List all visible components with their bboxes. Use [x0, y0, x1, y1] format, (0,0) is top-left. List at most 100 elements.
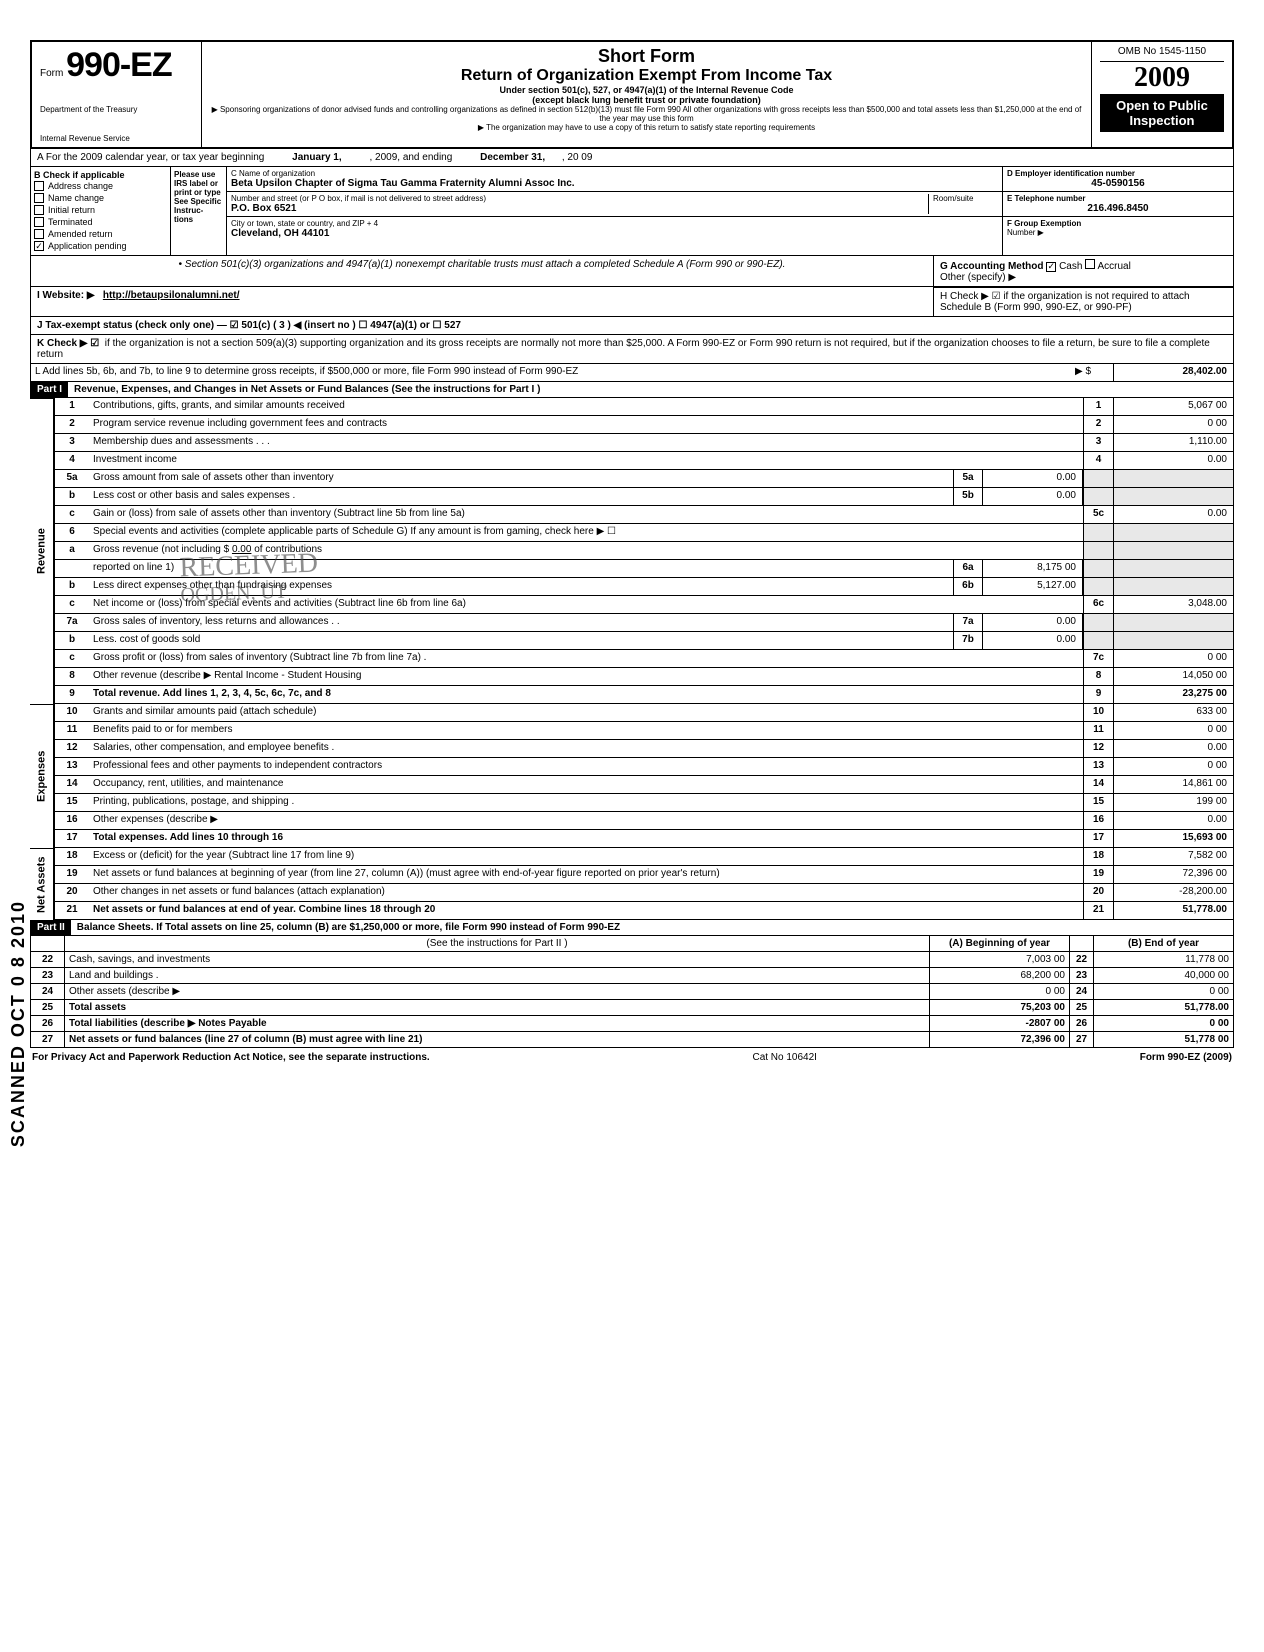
bs-23-a: 68,200 00	[930, 968, 1070, 984]
bs-23-text: Land and buildings .	[65, 968, 930, 984]
line-8-text: Other revenue (describe ▶ Rental Income …	[89, 668, 1083, 685]
col-b-header: (B) End of year	[1094, 936, 1234, 952]
footer-right: Form 990-EZ (2009)	[1140, 1052, 1232, 1063]
line-6a-mid: 0.00	[232, 544, 251, 555]
row-a: A For the 2009 calendar year, or tax yea…	[30, 149, 1234, 167]
attach-note: • Section 501(c)(3) organizations and 49…	[31, 256, 933, 286]
line-5c-text: Gain or (loss) from sale of assets other…	[89, 506, 1083, 523]
tax-year: 2009	[1100, 62, 1224, 94]
cb-label: Initial return	[48, 205, 95, 215]
fine-print-2: ▶ The organization may have to use a cop…	[210, 123, 1083, 132]
line-12-text: Salaries, other compensation, and employ…	[89, 740, 1083, 757]
attach-g-row: • Section 501(c)(3) organizations and 49…	[30, 256, 1234, 287]
line-3-val: 1,110.00	[1113, 434, 1233, 451]
row-a-end2: , 20 09	[562, 152, 593, 163]
line-6b-text: Less direct expenses other than fundrais…	[89, 578, 953, 595]
cb-label: Name change	[48, 193, 104, 203]
org-name: Beta Upsilon Chapter of Sigma Tau Gamma …	[231, 178, 998, 189]
line-6a-text: reported on line 1)	[89, 560, 953, 577]
line-1-val: 5,067 00	[1113, 398, 1233, 415]
c-label: C Name of organization	[231, 169, 998, 178]
line-4-text: Investment income	[89, 452, 1083, 469]
cb-initial-return[interactable]: Initial return	[34, 204, 167, 216]
form-number: 990-EZ	[66, 46, 172, 84]
line-4-val: 0.00	[1113, 452, 1233, 469]
bs-27-text: Net assets or fund balances (line 27 of …	[65, 1032, 930, 1048]
line-6a-post: of contributions	[254, 544, 322, 555]
open-to-public: Open to Public	[1104, 98, 1220, 113]
line-8-val: 14,050 00	[1113, 668, 1233, 685]
line-6a-val: 8,175 00	[983, 560, 1083, 577]
cb-label: Amended return	[48, 229, 113, 239]
k-row: K Check ▶ ☑ if the organization is not a…	[30, 335, 1234, 364]
cb-label: Terminated	[48, 217, 93, 227]
line-13-text: Professional fees and other payments to …	[89, 758, 1083, 775]
please-text: Please use IRS label or print or type Se…	[171, 167, 227, 255]
line-18-text: Excess or (deficit) for the year (Subtra…	[89, 848, 1083, 865]
line-7c-text: Gross profit or (loss) from sales of inv…	[89, 650, 1083, 667]
ein-value: 45-0590156	[1007, 178, 1229, 189]
part-i-desc: Revenue, Expenses, and Changes in Net As…	[68, 382, 1233, 397]
b-label: B Check if applicable	[34, 170, 167, 180]
footer-left: For Privacy Act and Paperwork Reduction …	[32, 1052, 430, 1063]
fine-print-1: ▶ Sponsoring organizations of donor advi…	[210, 105, 1083, 123]
balance-sheet-table: (See the instructions for Part II ) (A) …	[30, 936, 1234, 1048]
line-7a-val: 0.00	[983, 614, 1083, 631]
form-prefix: Form	[40, 68, 63, 79]
line-7b-val: 0.00	[983, 632, 1083, 649]
section-bcdef: B Check if applicable Address change Nam…	[30, 167, 1234, 256]
line-5b-val: 0.00	[983, 488, 1083, 505]
line-16-text: Other expenses (describe ▶	[89, 812, 1083, 829]
line-5c-val: 0.00	[1113, 506, 1233, 523]
website-value: http://betaupsilonalumni.net/	[103, 290, 240, 301]
line-9-text: Total revenue. Add lines 1, 2, 3, 4, 5c,…	[89, 686, 1083, 703]
bs-25-a: 75,203 00	[930, 1000, 1070, 1016]
part-ii-desc: Balance Sheets. If Total assets on line …	[71, 920, 1233, 935]
cb-cash[interactable]: ✓	[1046, 262, 1056, 272]
d-label: D Employer identification number	[1007, 169, 1229, 178]
cb-app-pending[interactable]: ✓Application pending	[34, 240, 167, 252]
bs-25-b: 51,778.00	[1094, 1000, 1234, 1016]
cb-terminated[interactable]: Terminated	[34, 216, 167, 228]
line-6b-val: 5,127.00	[983, 578, 1083, 595]
i-label: I Website: ▶	[37, 290, 95, 301]
line-14-text: Occupancy, rent, utilities, and maintena…	[89, 776, 1083, 793]
line-6c-val: 3,048.00	[1113, 596, 1233, 613]
bs-22-b: 11,778 00	[1094, 952, 1234, 968]
line-7b-text: Less. cost of goods sold	[89, 632, 953, 649]
part-i-label: Part I	[31, 382, 68, 397]
city-value: Cleveland, OH 44101	[231, 228, 998, 239]
line-21-text: Net assets or fund balances at end of ye…	[89, 902, 1083, 919]
footer-mid: Cat No 10642I	[752, 1052, 817, 1063]
inspection: Inspection	[1104, 113, 1220, 128]
l-text: L Add lines 5b, 6b, and 7b, to line 9 to…	[31, 364, 1073, 381]
bs-24-a: 0 00	[930, 984, 1070, 1000]
line-9-val: 23,275 00	[1113, 686, 1233, 703]
omb-number: OMB No 1545-1150	[1100, 46, 1224, 62]
line-6a-pre: Gross revenue (not including $	[93, 544, 229, 555]
part-ii-see: (See the instructions for Part II )	[65, 936, 930, 952]
cb-amended[interactable]: Amended return	[34, 228, 167, 240]
city-label: City or town, state or country, and ZIP …	[231, 219, 998, 228]
line-7c-val: 0 00	[1113, 650, 1233, 667]
line-10-text: Grants and similar amounts paid (attach …	[89, 704, 1083, 721]
bs-26-b: 0 00	[1094, 1016, 1234, 1032]
line-20-val: -28,200.00	[1113, 884, 1233, 901]
g-accrual: Accrual	[1097, 261, 1130, 272]
line-5a-val: 0.00	[983, 470, 1083, 487]
bs-27-a: 72,396 00	[930, 1032, 1070, 1048]
h-text: H Check ▶ ☑ if the organization is not r…	[933, 287, 1233, 316]
line-5b-text: Less cost or other basis and sales expen…	[89, 488, 953, 505]
cb-name-change[interactable]: Name change	[34, 192, 167, 204]
line-12-val: 0.00	[1113, 740, 1233, 757]
cb-accrual[interactable]	[1085, 259, 1095, 269]
line-19-text: Net assets or fund balances at beginning…	[89, 866, 1083, 883]
street-label: Number and street (or P O box, if mail i…	[231, 194, 928, 203]
revenue-vlabel: Revenue	[30, 398, 54, 704]
cb-address-change[interactable]: Address change	[34, 180, 167, 192]
part-ii-header: Part II Balance Sheets. If Total assets …	[30, 920, 1234, 936]
line-2-val: 0 00	[1113, 416, 1233, 433]
bs-25-text: Total assets	[65, 1000, 930, 1016]
part-ii-label: Part II	[31, 920, 71, 935]
subtitle1: Under section 501(c), 527, or 4947(a)(1)…	[210, 85, 1083, 95]
